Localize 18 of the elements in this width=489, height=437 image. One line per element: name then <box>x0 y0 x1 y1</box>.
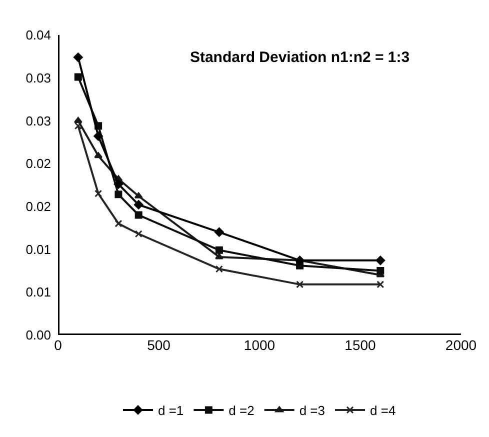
y-tick-label: 0.00 <box>26 328 51 343</box>
legend-label: d =3 <box>299 403 326 418</box>
y-tick-label: 0.02 <box>26 156 51 172</box>
x-tick-label: 1500 <box>344 337 376 353</box>
y-tick-label: 0.03 <box>26 70 51 86</box>
y-tick-label: 0.01 <box>26 242 51 257</box>
y-tick-label: 0.02 <box>26 198 51 214</box>
y-tick-label: 0.01 <box>26 284 51 300</box>
x-tick-label: 0 <box>54 337 62 353</box>
y-tick-label: 0.03 <box>26 113 51 128</box>
y-tick-label: 0.04 <box>26 28 51 43</box>
x-tick-label: 1000 <box>244 337 276 353</box>
legend-label: d =2 <box>228 403 254 418</box>
x-tick-label: 2000 <box>445 337 477 353</box>
legend-label: d =1 <box>158 403 184 418</box>
text: Standard Deviation n1:n2 = 1:3 <box>190 49 410 66</box>
x-tick-label: 500 <box>147 337 171 353</box>
legend-label: d =4 <box>370 403 396 418</box>
